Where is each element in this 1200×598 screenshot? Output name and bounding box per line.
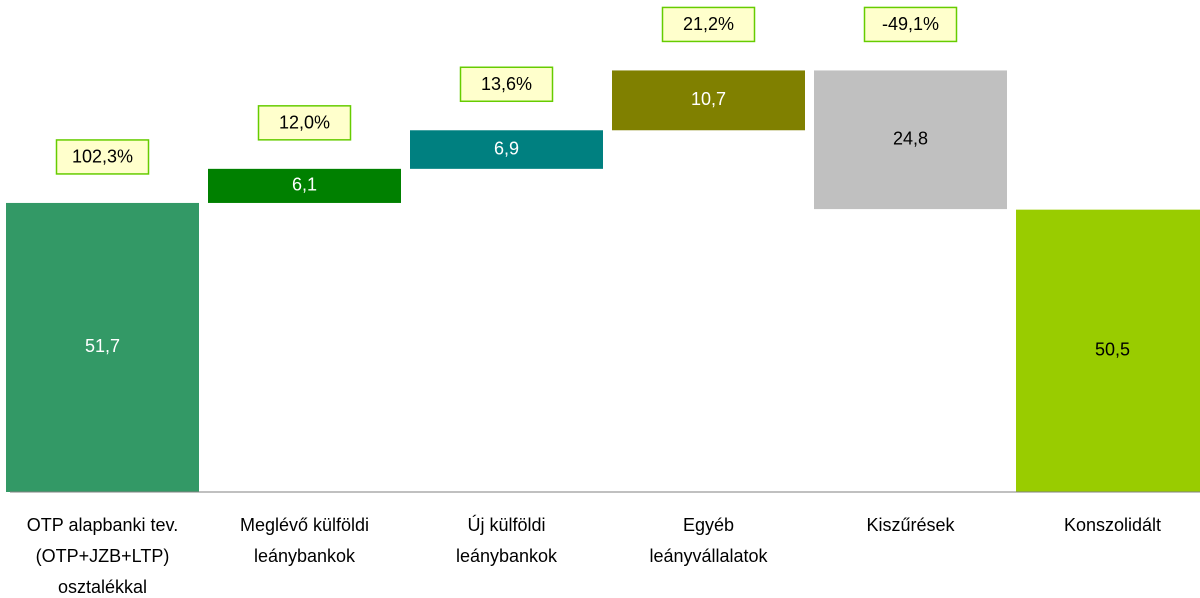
percent-label: 13,6% — [481, 74, 532, 94]
percent-box — [55, 139, 150, 175]
x-tick-label: Kiszűrések — [866, 515, 955, 535]
x-tick-label: Meglévő külföldi leánybankok — [240, 515, 369, 566]
percent-box — [661, 6, 756, 43]
x-tick-line: Konszolidált — [1064, 515, 1161, 535]
value-label: 6,1 — [292, 175, 317, 195]
bar — [814, 70, 1007, 210]
x-tick-line: leányvállalatok — [649, 546, 768, 566]
percent-label: 102,3% — [72, 147, 133, 167]
x-tick-line: osztalékkal — [58, 577, 147, 597]
value-label: 51,7 — [85, 336, 120, 356]
x-tick-line: Új külföldi — [467, 514, 545, 535]
x-tick-line: leánybankok — [456, 546, 558, 566]
bar — [6, 202, 199, 492]
percent-label: -49,1% — [882, 14, 939, 34]
value-label: 24,8 — [893, 129, 928, 149]
x-tick-line: Kiszűrések — [866, 515, 955, 535]
percent-box — [863, 6, 958, 43]
x-tick-label: Konszolidált — [1064, 515, 1161, 535]
x-tick-line: OTP alapbanki tev. — [27, 515, 178, 535]
percent-box — [257, 105, 352, 141]
percent-label: 12,0% — [279, 113, 330, 133]
value-label: 50,5 — [1095, 340, 1130, 360]
x-tick-line: leánybankok — [254, 546, 356, 566]
bar — [612, 70, 805, 131]
x-tick-line: Egyéb — [683, 515, 734, 535]
bar — [208, 168, 401, 203]
bar — [1016, 209, 1200, 492]
value-label: 6,9 — [494, 138, 519, 158]
x-tick-line: Meglévő külföldi — [240, 515, 369, 535]
percent-box — [459, 66, 554, 103]
value-label: 10,7 — [691, 89, 726, 109]
bar — [410, 130, 603, 169]
x-tick-label: Egyéb leányvállalatok — [649, 515, 768, 566]
percent-label: 21,2% — [683, 14, 734, 34]
x-tick-label: OTP alapbanki tev. (OTP+JZB+LTP) osztalékk… — [27, 515, 178, 597]
x-tick-label: Új külföldi leánybankok — [456, 514, 558, 566]
x-tick-line: (OTP+JZB+LTP) — [36, 546, 170, 566]
